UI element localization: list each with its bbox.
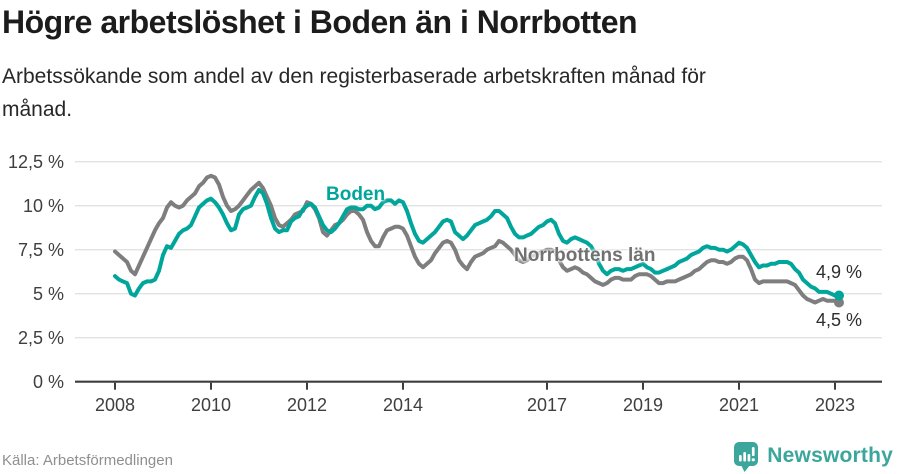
series-label-boden: Boden	[326, 184, 386, 205]
y-axis-tick-label: 10 %	[22, 195, 64, 216]
newsworthy-logo[interactable]: Newsworthy	[733, 440, 893, 472]
subtitle-line-1: Arbetssökande som andel av den registerb…	[2, 65, 706, 88]
y-axis-tick-label: 0 %	[32, 371, 64, 392]
page-title: Högre arbetslöshet i Boden än i Norrbott…	[2, 4, 638, 40]
newsworthy-logo-text: Newsworthy	[767, 444, 893, 467]
x-axis-tick-label: 2021	[718, 395, 760, 415]
y-axis-tick-label: 12,5 %	[7, 151, 64, 172]
x-axis-tick-label: 2023	[814, 395, 856, 415]
x-axis-tick-label: 2017	[526, 395, 568, 415]
page-subtitle: Arbetssökande som andel av den registerb…	[2, 60, 842, 126]
x-axis-tick-label: 2014	[382, 395, 424, 415]
end-value-label-boden: 4,9 %	[816, 262, 863, 282]
series-label-norrbotten: Norrbottens län	[514, 245, 656, 266]
y-axis-tick-label: 7,5 %	[17, 239, 64, 260]
subtitle-line-2: månad.	[2, 98, 73, 121]
end-value-label-norrbotten: 4,5 %	[816, 310, 863, 330]
x-axis-tick-label: 2008	[94, 395, 136, 415]
x-axis-tick-label: 2019	[622, 395, 664, 415]
y-axis-tick-label: 5 %	[32, 283, 64, 304]
x-axis-tick-label: 2010	[190, 395, 232, 415]
x-axis-tick-label: 2012	[286, 395, 328, 415]
newsworthy-logo-icon	[734, 442, 759, 472]
y-axis-tick-label: 2,5 %	[17, 327, 64, 348]
source-attribution: Källa: Arbetsförmedlingen	[2, 452, 173, 469]
